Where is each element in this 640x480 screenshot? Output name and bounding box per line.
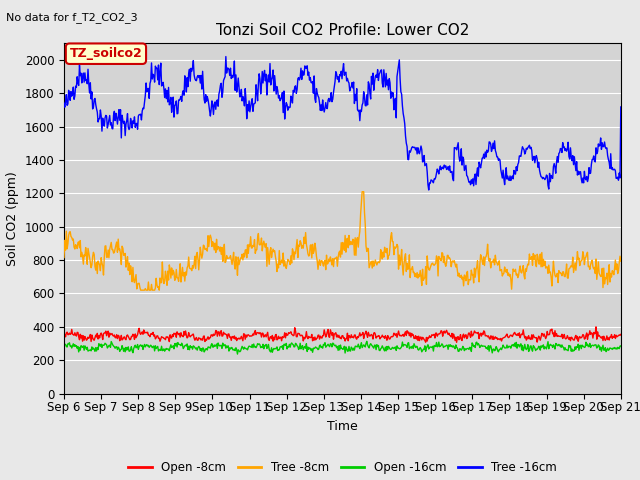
X-axis label: Time: Time <box>327 420 358 433</box>
Title: Tonzi Soil CO2 Profile: Lower CO2: Tonzi Soil CO2 Profile: Lower CO2 <box>216 23 469 38</box>
Text: TZ_soilco2: TZ_soilco2 <box>70 47 142 60</box>
Legend: Open -8cm, Tree -8cm, Open -16cm, Tree -16cm: Open -8cm, Tree -8cm, Open -16cm, Tree -… <box>124 456 561 479</box>
Text: No data for f_T2_CO2_3: No data for f_T2_CO2_3 <box>6 12 138 23</box>
Y-axis label: Soil CO2 (ppm): Soil CO2 (ppm) <box>6 171 19 266</box>
